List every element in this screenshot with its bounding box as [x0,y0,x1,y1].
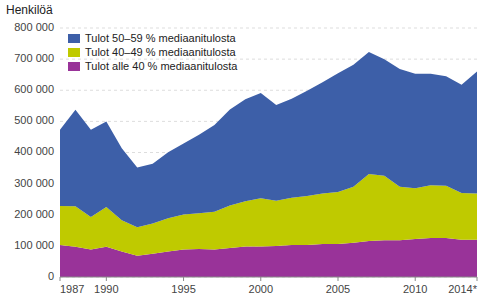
x-tick [183,277,184,281]
x-tick [106,277,107,281]
legend-swatch [68,34,80,43]
x-tick-label: 1990 [94,283,118,295]
chart-container: 0 100 000 200 000 300 000 400 000 500 000 600 … [0,0,491,303]
legend-swatch [68,62,80,71]
x-tick [477,277,478,281]
x-tick [415,277,416,281]
chart: 0 100 000 200 000 300 000 400 000 500 000 600 … [0,0,491,303]
x-axis-line [60,277,477,278]
x-tick-label: 2014* [448,283,477,295]
x-tick-label: 2005 [326,283,350,295]
legend-label: Tulot 50–59 % mediaanitulosta [85,32,237,44]
x-tick-label: 2010 [403,283,427,295]
y-tick-label: 600 000 [14,83,54,95]
x-tick [338,277,339,281]
grid-line [60,277,477,278]
area [60,52,477,227]
x-tick-label: 2000 [249,283,273,295]
y-tick-label: 400 000 [14,145,54,157]
x-tick [260,277,261,281]
y-tick-label: 100 000 [14,239,54,251]
y-axis-label: Henkilöä [6,3,53,17]
y-tick-label: 0 [48,270,54,282]
y-tick-label: 800 000 [14,21,54,33]
x-tick-label: 1987 [60,283,84,295]
plot-area [60,52,477,277]
y-tick-label: 700 000 [14,52,54,64]
y-tick-label: 300 000 [14,177,54,189]
x-tick [60,277,61,281]
legend-swatch [68,48,80,57]
grid-line [60,28,477,29]
grid [60,28,477,277]
y-tick-label: 200 000 [14,208,54,220]
x-tick-label: 1995 [171,283,195,295]
y-tick-label: 500 000 [14,114,54,126]
legend-label: Tulot 40–49 % mediaanitulosta [85,46,237,58]
legend-label: Tulot alle 40 % mediaanitulosta [85,60,238,72]
legend: Tulot 50–59 % mediaanitulosta Tulot 40–49… [68,32,238,72]
